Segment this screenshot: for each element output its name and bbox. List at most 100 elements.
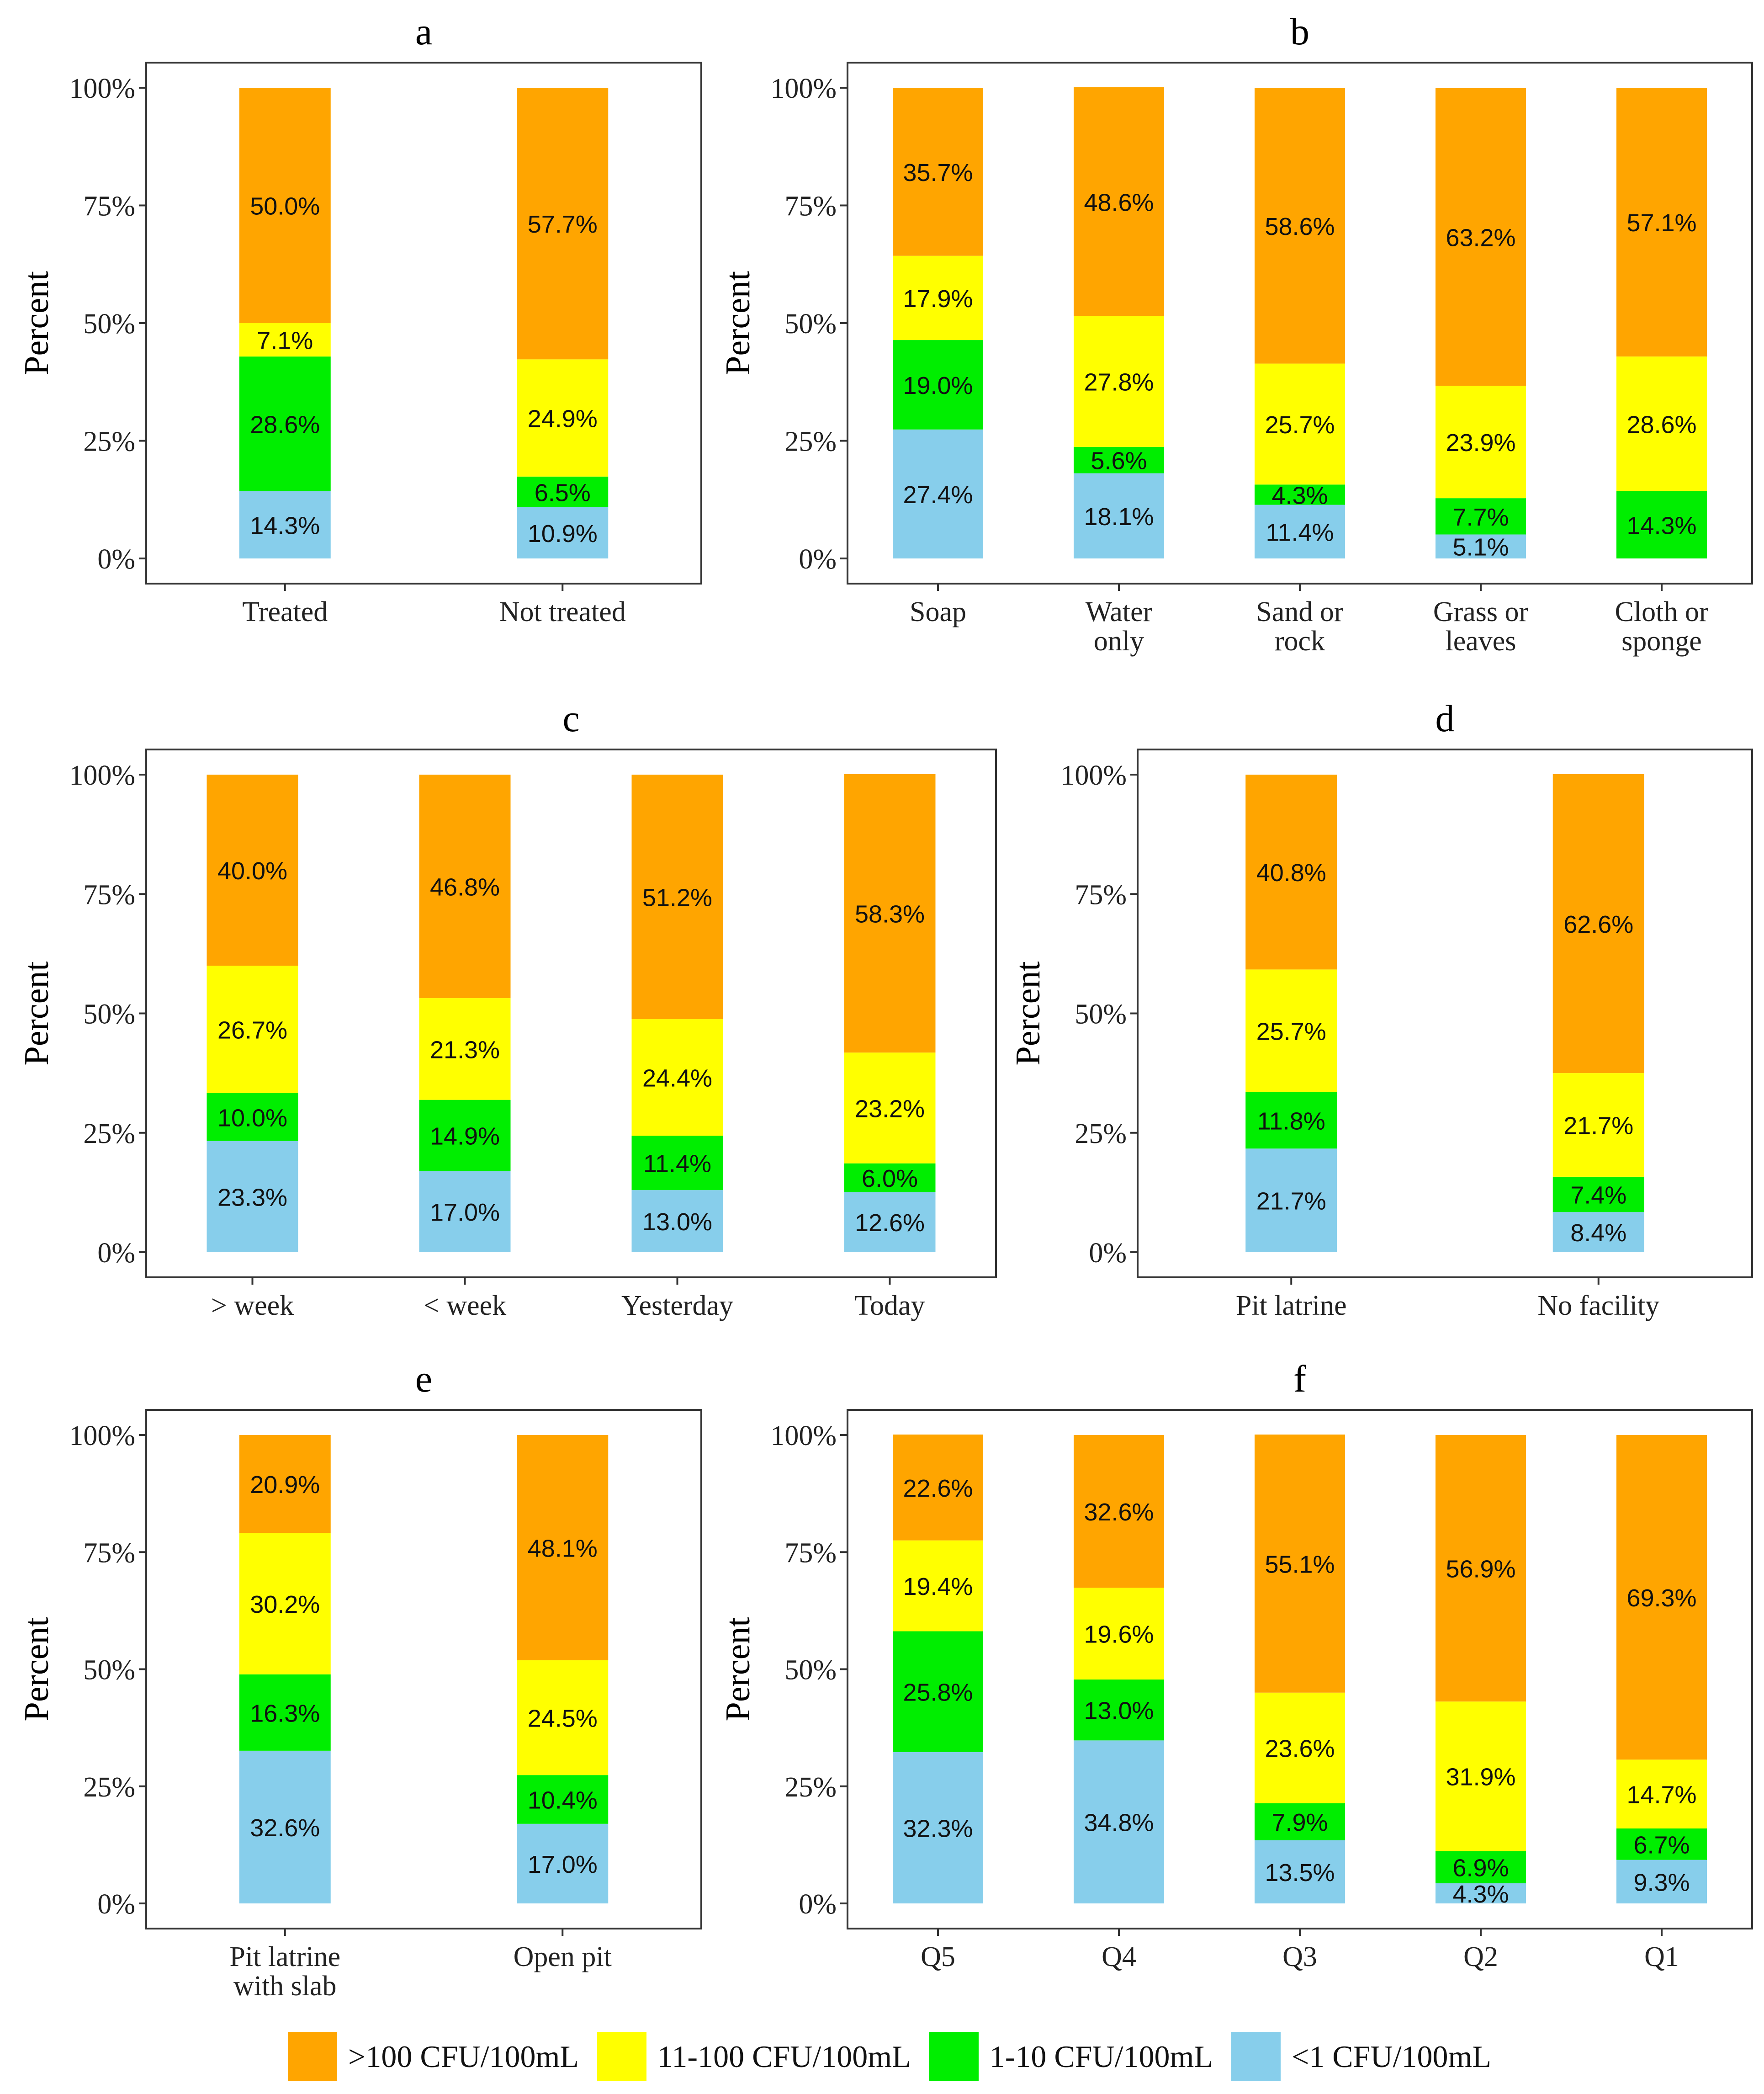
- data-label-lt1: 8.4%: [1570, 1219, 1626, 1247]
- bar-segment-c1_10: [844, 1163, 936, 1192]
- data-label-gt100: 58.6%: [1265, 213, 1335, 240]
- bar-segment-c1_10: [1255, 1803, 1345, 1840]
- bar-segment-c11_100: [631, 1019, 723, 1136]
- x-tick-label-b: only: [1094, 626, 1144, 657]
- x-tick-label-e: with slab: [233, 1971, 337, 2002]
- data-label-lt1: 17.0%: [528, 1851, 598, 1878]
- x-tick-label-a: Treated: [242, 596, 328, 627]
- panel-frame-d: [1137, 749, 1753, 1278]
- data-label-c1_10: 14.9%: [430, 1122, 500, 1150]
- bar-segment-gt100: [1255, 88, 1345, 364]
- data-label-c1_10: 28.6%: [250, 411, 320, 438]
- bar-segment-lt1: [1074, 1740, 1164, 1903]
- bar-segment-gt100: [1245, 775, 1337, 970]
- bar-segment-lt1: [1552, 1212, 1644, 1252]
- y-axis-label-e: Percent: [17, 1617, 56, 1722]
- y-tick-label-e: 0%: [97, 1889, 135, 1920]
- bar-segment-lt1: [517, 507, 609, 558]
- bar-segment-c1_10: [239, 1674, 331, 1751]
- data-label-gt100: 51.2%: [642, 884, 712, 912]
- bar-segment-c11_100: [1255, 1692, 1345, 1803]
- y-tick-label-f: 75%: [784, 1537, 837, 1568]
- bar-segment-lt1: [517, 1823, 609, 1903]
- bar-segment-gt100: [893, 1434, 983, 1541]
- x-tick-label-b: rock: [1275, 626, 1325, 657]
- bar-segment-c11_100: [893, 1540, 983, 1632]
- y-axis-label-a: Percent: [17, 271, 56, 375]
- bar-segment-c11_100: [419, 998, 511, 1100]
- y-tick-label-f: 0%: [799, 1889, 837, 1920]
- data-label-gt100: 63.2%: [1446, 224, 1515, 252]
- y-tick-label-d: 75%: [1075, 879, 1127, 910]
- y-tick-label-b: 75%: [784, 191, 837, 222]
- bar-segment-lt1: [1616, 1860, 1707, 1903]
- bar-segment-c11_100: [1616, 1759, 1707, 1828]
- bar-segment-gt100: [1255, 1434, 1345, 1693]
- x-tick-label-e: Open pit: [514, 1941, 612, 1972]
- data-label-gt100: 57.1%: [1626, 209, 1696, 237]
- bar-segment-gt100: [1436, 1435, 1526, 1702]
- y-tick-label-e: 25%: [83, 1772, 135, 1803]
- panel-frame-a: [145, 62, 702, 585]
- x-tick-label-f: Q4: [1102, 1941, 1136, 1972]
- bar-segment-c1_10: [1245, 1092, 1337, 1149]
- y-tick-label-d: 0%: [1089, 1238, 1127, 1269]
- bar-segment-gt100: [239, 1435, 331, 1533]
- data-label-gt100: 56.9%: [1446, 1556, 1515, 1583]
- data-label-c11_100: 23.2%: [855, 1095, 925, 1122]
- legend-swatch-11-100: [597, 2032, 646, 2081]
- bar-segment-c11_100: [844, 1052, 936, 1164]
- bar-segment-c1_10: [631, 1136, 723, 1190]
- y-tick-label-f: 100%: [770, 1420, 837, 1451]
- data-label-lt1: 32.6%: [250, 1814, 320, 1842]
- panel-title-e: e: [415, 1358, 432, 1400]
- data-label-c11_100: 19.6%: [1084, 1621, 1154, 1648]
- data-label-lt1: 11.4%: [1266, 519, 1334, 546]
- x-tick-label-d: No facility: [1537, 1290, 1659, 1321]
- bar-segment-c11_100: [1552, 1073, 1644, 1177]
- y-tick-label-c: 100%: [69, 760, 135, 791]
- data-label-c11_100: 24.9%: [528, 405, 598, 433]
- bar-segment-lt1: [1255, 505, 1345, 558]
- bar-segment-lt1: [419, 1171, 511, 1252]
- data-label-gt100: 48.1%: [528, 1535, 598, 1563]
- bar-segment-c11_100: [1436, 1701, 1526, 1851]
- data-label-c11_100: 14.7%: [1626, 1781, 1696, 1809]
- data-label-lt1: 34.8%: [1084, 1809, 1154, 1837]
- bar-segment-c1_10: [1616, 491, 1707, 558]
- data-label-c1_10: 11.4%: [643, 1150, 711, 1178]
- bar-segment-c11_100: [1074, 316, 1164, 447]
- bar-segment-gt100: [1552, 774, 1644, 1074]
- panel-title-a: a: [415, 11, 432, 53]
- bar-segment-c1_10: [419, 1100, 511, 1171]
- y-tick-label-b: 100%: [770, 73, 837, 104]
- bar-segment-gt100: [517, 88, 609, 360]
- y-tick-label-f: 25%: [784, 1772, 837, 1803]
- legend: >100 CFU/100mL 11-100 CFU/100mL 1-10 CFU…: [288, 2029, 1658, 2084]
- y-tick-label-e: 100%: [69, 1420, 135, 1451]
- legend-item-1-10: 1-10 CFU/100mL: [929, 2032, 1213, 2081]
- bar-segment-lt1: [1245, 1148, 1337, 1252]
- data-label-lt1: 23.3%: [217, 1184, 287, 1211]
- bar-segment-c11_100: [1245, 969, 1337, 1092]
- panel-title-d: d: [1436, 697, 1455, 740]
- data-label-c1_10: 10.4%: [528, 1786, 598, 1814]
- bar-segment-c1_10: [207, 1093, 298, 1141]
- bar-segment-c11_100: [239, 1533, 331, 1674]
- bar-segment-c1_10: [1255, 484, 1345, 505]
- bar-segment-c11_100: [1436, 385, 1526, 499]
- bar-segment-c11_100: [517, 1660, 609, 1775]
- y-tick-label-c: 25%: [83, 1118, 135, 1149]
- data-label-c11_100: 17.9%: [903, 285, 973, 313]
- y-tick-label-f: 50%: [784, 1655, 837, 1686]
- bar-segment-gt100: [844, 774, 936, 1053]
- data-label-lt1: 9.3%: [1633, 1869, 1690, 1896]
- data-label-c11_100: 7.1%: [257, 327, 313, 355]
- data-label-c1_10: 6.5%: [535, 479, 591, 506]
- bar-segment-c1_10: [1552, 1176, 1644, 1212]
- data-label-gt100: 20.9%: [250, 1471, 320, 1499]
- y-tick-label-a: 0%: [97, 544, 135, 575]
- x-tick-label-b: Grass or: [1433, 596, 1529, 627]
- bar-segment-c1_10: [517, 476, 609, 507]
- bar-segment-c11_100: [893, 255, 983, 340]
